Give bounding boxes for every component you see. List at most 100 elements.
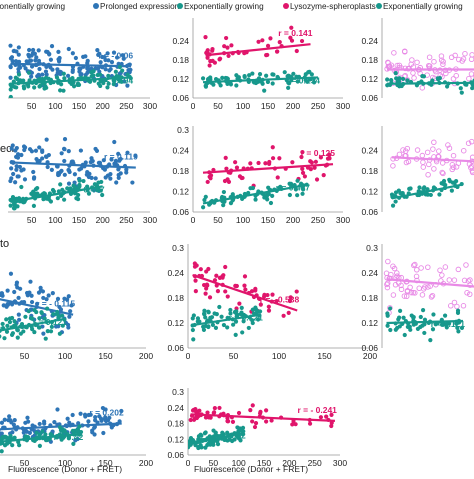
data-point — [56, 50, 60, 54]
data-point — [226, 54, 230, 58]
data-point — [21, 167, 25, 171]
data-point — [25, 416, 29, 420]
y-tick-label: 0.06 — [172, 207, 189, 217]
data-point — [405, 78, 409, 82]
data-point — [469, 57, 474, 62]
data-point — [66, 417, 70, 421]
y-tick-label: 0.24 — [167, 403, 184, 413]
data-point — [98, 161, 102, 165]
data-point — [40, 148, 44, 152]
data-point — [231, 323, 235, 327]
data-point — [86, 419, 90, 423]
data-point — [204, 195, 208, 199]
x-tick-label: 50 — [27, 101, 37, 111]
data-point — [266, 186, 270, 190]
y-tick-label: 0.06 — [361, 207, 378, 217]
series-pink — [384, 259, 474, 315]
data-point — [385, 311, 389, 315]
data-point — [295, 193, 299, 197]
data-point — [108, 172, 112, 176]
data-point — [431, 312, 435, 316]
data-point — [437, 192, 441, 196]
data-point — [6, 289, 10, 293]
data-point — [412, 76, 417, 81]
x-tick-label: 250 — [119, 215, 133, 225]
data-point — [17, 72, 21, 76]
data-point — [294, 422, 298, 426]
data-point — [268, 36, 272, 40]
data-point — [85, 66, 89, 70]
data-point — [90, 74, 94, 78]
data-point — [204, 430, 208, 434]
data-point — [443, 314, 447, 318]
trend-line — [206, 44, 311, 55]
data-point — [322, 173, 326, 177]
data-point — [235, 166, 239, 170]
data-point — [425, 150, 430, 155]
data-point — [37, 84, 41, 88]
correlation-label: r = 0.42 — [216, 431, 246, 441]
data-point — [258, 72, 262, 76]
data-point — [411, 71, 416, 76]
data-point — [384, 271, 389, 276]
data-point — [247, 326, 251, 330]
data-point — [216, 442, 220, 446]
data-point — [9, 87, 13, 91]
data-point — [40, 72, 44, 76]
y-tick-label: 0.18 — [167, 419, 184, 429]
data-point — [13, 180, 17, 184]
data-point — [3, 443, 7, 447]
x-tick-label: 0 — [186, 351, 191, 361]
data-point — [206, 325, 210, 329]
data-point — [260, 38, 264, 42]
data-point — [420, 293, 425, 298]
y-tick-label: 0.18 — [361, 166, 378, 176]
data-point — [103, 168, 107, 172]
data-point — [397, 315, 401, 319]
data-point — [37, 145, 41, 149]
x-tick-label: 250 — [119, 101, 133, 111]
data-point — [253, 288, 257, 292]
data-point — [194, 289, 198, 293]
data-point — [233, 284, 237, 288]
data-point — [2, 303, 6, 307]
data-point — [247, 73, 251, 77]
data-point — [41, 332, 45, 336]
data-point — [34, 55, 38, 59]
data-point — [61, 89, 65, 93]
data-point — [224, 156, 228, 160]
data-point — [253, 425, 257, 429]
data-point — [22, 431, 26, 435]
data-point — [55, 75, 59, 79]
data-point — [17, 313, 21, 317]
y-tick-label: 0.3 — [172, 243, 184, 253]
y-tick-label: 0.3 — [172, 387, 184, 397]
data-point — [74, 56, 78, 60]
data-point — [55, 407, 59, 411]
x-tick-label: 0 — [191, 101, 196, 111]
data-point — [407, 187, 411, 191]
data-point — [67, 170, 71, 174]
data-point — [421, 308, 425, 312]
data-point — [38, 444, 42, 448]
y-tick-label: 0.06 — [172, 93, 189, 103]
y-tick-label: 0.12 — [172, 74, 189, 84]
data-point — [202, 328, 206, 332]
data-point — [9, 204, 13, 208]
data-point — [420, 153, 425, 158]
data-point — [451, 181, 455, 185]
scatter-panel-r1c3: 0.060.120.180.24 — [361, 18, 474, 103]
correlation-label: r = 0.407 — [276, 183, 311, 193]
x-axis-label: Fluorescence (Donor + FRET) — [194, 464, 308, 474]
data-point — [57, 58, 61, 62]
data-point — [438, 268, 443, 273]
data-point — [10, 333, 14, 337]
y-tick-label: 0.06 — [167, 343, 184, 353]
data-point — [37, 48, 41, 52]
y-tick-label: 0.24 — [361, 268, 378, 278]
legend-entry: Prolonged expression — [93, 2, 180, 11]
data-point — [432, 140, 437, 145]
